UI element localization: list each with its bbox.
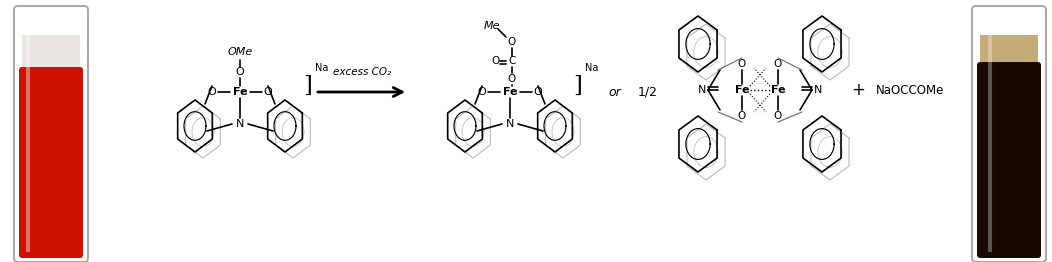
Text: C: C	[508, 56, 515, 66]
Text: or: or	[609, 85, 622, 99]
Text: ]: ]	[573, 75, 583, 97]
Text: excess CO₂: excess CO₂	[332, 67, 391, 77]
Text: Me: Me	[484, 21, 501, 31]
Text: 1/2: 1/2	[638, 85, 658, 99]
Text: Fe: Fe	[503, 87, 518, 97]
Text: O: O	[774, 111, 782, 121]
Text: ]: ]	[304, 75, 312, 97]
Text: O: O	[508, 74, 517, 84]
Text: Na: Na	[316, 63, 328, 73]
Text: N: N	[814, 85, 823, 95]
Text: Fe: Fe	[771, 85, 785, 95]
Text: O: O	[737, 59, 746, 69]
Text: O: O	[236, 67, 244, 77]
Text: Na: Na	[585, 63, 599, 73]
Text: O: O	[533, 87, 543, 97]
FancyBboxPatch shape	[980, 35, 1038, 195]
Text: O: O	[207, 87, 217, 97]
Text: NaOCCOMe: NaOCCOMe	[876, 84, 945, 96]
Text: Fe: Fe	[232, 87, 247, 97]
FancyBboxPatch shape	[22, 35, 80, 220]
Text: N: N	[236, 119, 244, 129]
Text: Fe: Fe	[734, 85, 749, 95]
Text: +: +	[851, 81, 865, 99]
Text: O: O	[508, 37, 517, 47]
Text: O: O	[478, 87, 486, 97]
Text: N: N	[697, 85, 706, 95]
Text: O: O	[737, 111, 746, 121]
Text: N: N	[506, 119, 514, 129]
Text: O: O	[491, 56, 499, 66]
Text: OMe: OMe	[227, 47, 252, 57]
FancyBboxPatch shape	[977, 62, 1041, 258]
Text: O: O	[774, 59, 782, 69]
FancyBboxPatch shape	[19, 67, 83, 258]
Text: O: O	[264, 87, 272, 97]
